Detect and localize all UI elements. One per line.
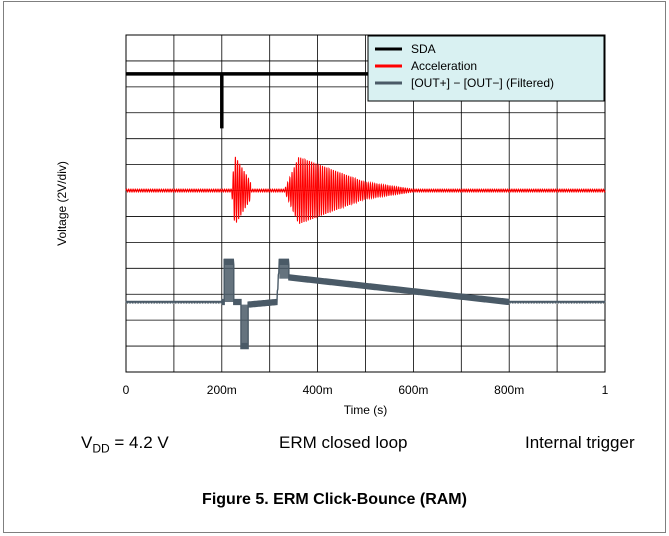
series-acceleration-line: [125, 156, 606, 224]
x-tick-label: 0: [123, 383, 130, 397]
y-axis-label: Voltage (2V/div): [55, 161, 69, 246]
series-sda-line: [126, 72, 605, 129]
trigger-label: Internal trigger: [525, 433, 635, 452]
out-pulse-block: [279, 261, 289, 279]
x-tick-label: 800m: [494, 383, 524, 397]
mode-label: ERM closed loop: [279, 433, 408, 452]
figure-caption: Figure 5. ERM Click-Bounce (RAM): [202, 491, 467, 508]
legend: SDA Acceleration [OUT+] − [OUT−] (Filtered…: [367, 35, 605, 102]
out-pulse-block: [224, 261, 234, 303]
legend-label: SDA: [411, 42, 436, 56]
x-tick-label: 1: [602, 383, 609, 397]
vdd-symbol: V: [81, 433, 93, 452]
legend-label: Acceleration: [411, 59, 477, 73]
vdd-value: = 4.2 V: [109, 433, 169, 452]
legend-label: [OUT+] − [OUT−] (Filtered): [411, 76, 554, 90]
series-out-filtered: [125, 258, 606, 350]
series-out-filtered-line: [125, 258, 606, 350]
x-tick-label: 400m: [303, 383, 333, 397]
x-tick-label: 600m: [398, 383, 428, 397]
x-tick-label: 200m: [207, 383, 237, 397]
figure-frame: [3, 1, 666, 533]
out-pulse-block: [240, 304, 249, 347]
chart: 0 200m 400m 600m 800m 1 Time (s) Voltage (2V/di…: [55, 34, 609, 417]
vdd-label: VDD = 4.2 V: [81, 433, 169, 455]
vdd-subscript: DD: [92, 441, 110, 456]
legend-box: [367, 35, 605, 102]
x-axis-label: Time (s): [344, 403, 388, 417]
series-acceleration: [125, 156, 606, 224]
